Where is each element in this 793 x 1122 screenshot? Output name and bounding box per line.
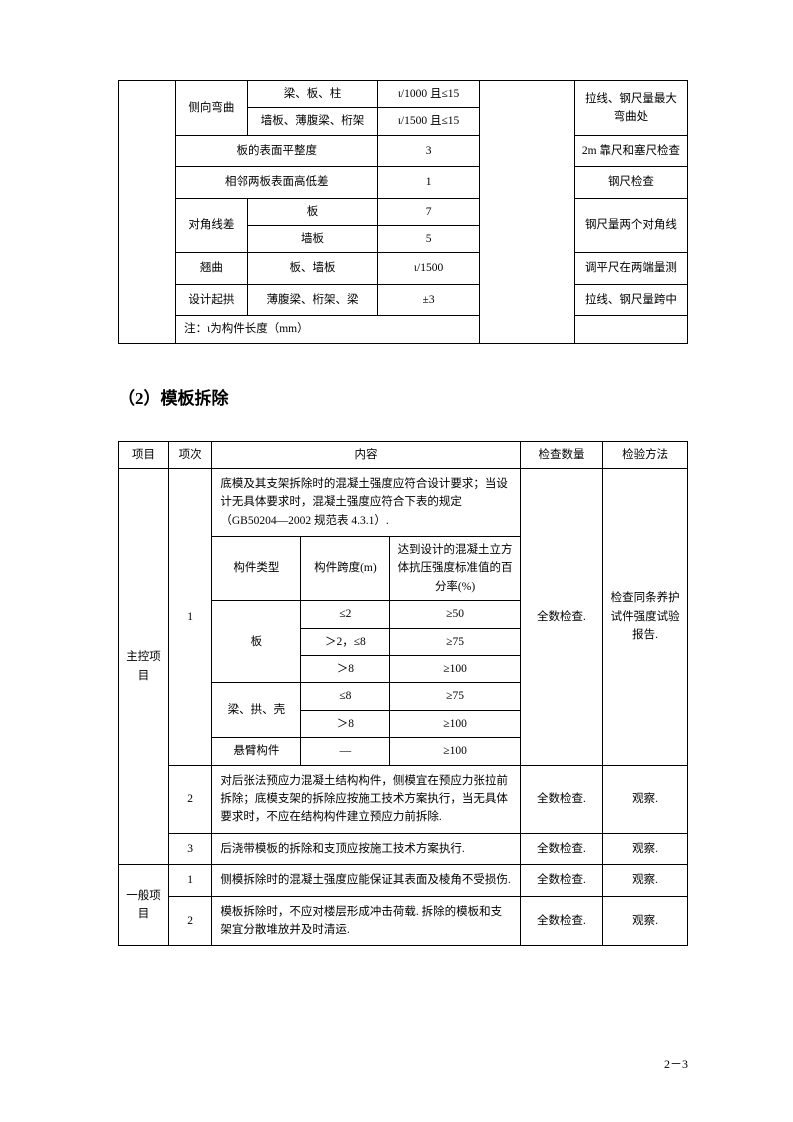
sub-h2: 构件跨度(m): [301, 537, 390, 601]
main1-method: 检查同条养护试件强度试验报告.: [603, 468, 688, 765]
gen2-method: 观察.: [603, 896, 688, 946]
gen1-seq: 1: [168, 865, 211, 896]
xb-a: —: [301, 738, 390, 765]
ban-r2a: ＞2，≤8: [301, 628, 390, 655]
gen1-method: 观察.: [603, 865, 688, 896]
adjacent-label: 相邻两板表面高低差: [176, 167, 378, 198]
lgq-r2b: ≥100: [390, 710, 520, 737]
sub-h1: 构件类型: [212, 537, 301, 601]
main3-seq: 3: [168, 833, 211, 864]
main2-seq: 2: [168, 765, 211, 833]
main2-qty: 全数检查.: [520, 765, 603, 833]
main1-seq: 1: [168, 468, 211, 765]
page-number: 2－3: [664, 1055, 688, 1072]
left-blank-col: [119, 81, 176, 344]
gen-label: 一般项目: [119, 865, 169, 946]
lb-method: 拉线、钢尺量最大弯曲处: [574, 81, 687, 136]
ban-r3a: ＞8: [301, 656, 390, 683]
main3-qty: 全数检查.: [520, 833, 603, 864]
t2-h5: 检验方法: [603, 441, 688, 468]
main3-method: 观察.: [603, 833, 688, 864]
lgq-r2a: ＞8: [301, 710, 390, 737]
lateral-bend-label: 侧向弯曲: [176, 81, 247, 136]
flatness-method: 2m 靠尺和塞尺检查: [574, 135, 687, 166]
diag-item2: 墙板: [247, 225, 378, 252]
camber-method: 拉线、钢尺量跨中: [574, 284, 687, 315]
specs-table-1: 侧向弯曲 梁、板、柱 ι/1000 且≤15 拉线、钢尺量最大弯曲处 墙板、薄腹…: [118, 80, 688, 344]
gen2-qty: 全数检查.: [520, 896, 603, 946]
blank-col: [479, 81, 574, 344]
gen1-text: 侧模拆除时的混凝土强度应能保证其表面及棱角不受损伤.: [212, 865, 520, 896]
diag-val2: 5: [378, 225, 479, 252]
diag-method: 钢尺量两个对角线: [574, 198, 687, 253]
main3-text: 后浇带模板的拆除和支顶应按施工技术方案执行.: [212, 833, 520, 864]
ban-r2b: ≥75: [390, 628, 520, 655]
camber-item: 薄腹梁、桁架、梁: [247, 284, 378, 315]
xb-b: ≥100: [390, 738, 520, 765]
ban-r1a: ≤2: [301, 601, 390, 628]
formwork-removal-table: 项目 项次 内容 检查数量 检验方法 主控项目 1 底模及其支架拆除时的混凝土强…: [118, 441, 688, 947]
xb-label: 悬臂构件: [212, 738, 301, 765]
note-text: 注：ι为构件长度（mm）: [176, 316, 688, 343]
adjacent-val: 1: [378, 167, 479, 198]
lb-val1: ι/1000 且≤15: [378, 81, 479, 108]
adjacent-method: 钢尺检查: [574, 167, 687, 198]
sub-h3: 达到设计的混凝土立方体抗压强度标准值的百分率(%): [390, 537, 520, 601]
diag-val1: 7: [378, 198, 479, 225]
lb-item1: 梁、板、柱: [247, 81, 378, 108]
camber-label: 设计起拱: [176, 284, 247, 315]
lb-val2: ι/1500 且≤15: [378, 108, 479, 135]
lb-item2: 墙板、薄腹梁、桁架: [247, 108, 378, 135]
t2-h3: 内容: [212, 441, 520, 468]
warp-val: ι/1500: [378, 253, 479, 284]
ban-r1b: ≥50: [390, 601, 520, 628]
warp-label: 翘曲: [176, 253, 247, 284]
lgq-r1b: ≥75: [390, 683, 520, 710]
ban-label: 板: [212, 601, 301, 683]
main1-qty: 全数检查.: [520, 468, 603, 765]
lgq-r1a: ≤8: [301, 683, 390, 710]
diag-label: 对角线差: [176, 198, 247, 253]
flatness-label: 板的表面平整度: [176, 135, 378, 166]
lgq-label: 梁、拱、壳: [212, 683, 301, 738]
gen2-seq: 2: [168, 896, 211, 946]
gen2-text: 模板拆除时，不应对楼层形成冲击荷载. 拆除的模板和支架宜分散堆放并及时清运.: [212, 896, 520, 946]
t2-h4: 检查数量: [520, 441, 603, 468]
flatness-val: 3: [378, 135, 479, 166]
main2-method: 观察.: [603, 765, 688, 833]
camber-val: ±3: [378, 284, 479, 315]
gen1-qty: 全数检查.: [520, 865, 603, 896]
main2-text: 对后张法预应力混凝土结构构件，侧模宜在预应力张拉前拆除；底模支架的拆除应按施工技…: [212, 765, 520, 833]
ban-r3b: ≥100: [390, 656, 520, 683]
warp-method: 调平尺在两端量测: [574, 253, 687, 284]
main1-intro: 底模及其支架拆除时的混凝土强度应符合设计要求；当设计无具体要求时，混凝土强度应符…: [212, 468, 520, 536]
t2-h2: 项次: [168, 441, 211, 468]
t2-h1: 项目: [119, 441, 169, 468]
diag-item1: 板: [247, 198, 378, 225]
main-label: 主控项目: [119, 468, 169, 864]
section-heading: （2）模板拆除: [118, 384, 688, 409]
warp-item: 板、墙板: [247, 253, 378, 284]
